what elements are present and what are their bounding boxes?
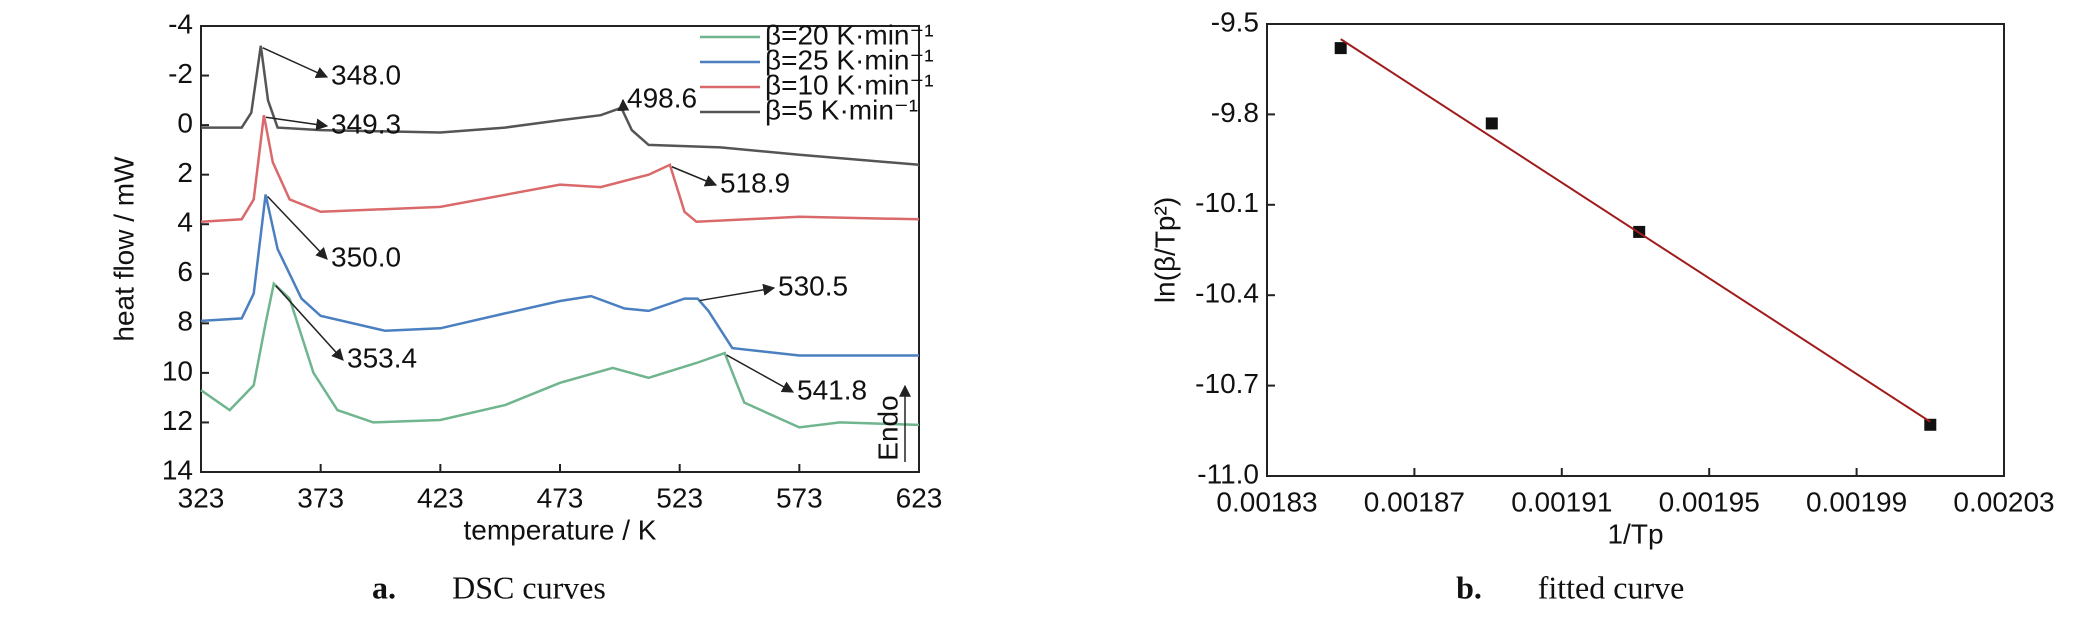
x-tick-label: 573 xyxy=(776,482,823,513)
annotation-arrow xyxy=(267,195,328,260)
data-point xyxy=(1334,42,1347,55)
x-tick-label: 0.00183 xyxy=(1216,486,1317,517)
x-tick-label: 623 xyxy=(896,482,943,513)
y-tick-label: -9.8 xyxy=(1211,97,1259,128)
x-axis-title: 1/Tp xyxy=(1607,518,1663,549)
y-tick-label: -10.4 xyxy=(1195,278,1259,309)
y-axis-title: ln(β/Tp²) xyxy=(1149,197,1180,303)
legend-label: β=10 K·min⁻¹ xyxy=(765,69,934,100)
data-point xyxy=(1485,117,1498,130)
endo-label: Endo xyxy=(872,395,903,460)
y-tick-label: 14 xyxy=(162,454,193,485)
series-line xyxy=(201,45,920,167)
annotation: 518.9 xyxy=(720,167,790,198)
annotation: 541.8 xyxy=(797,374,867,405)
y-axis-title: heat flow / mW xyxy=(108,156,139,342)
caption-letter: b. xyxy=(1456,569,1482,605)
y-tick-label: 2 xyxy=(177,157,193,188)
y-tick-label: -10.1 xyxy=(1195,187,1259,218)
x-tick-label: 373 xyxy=(297,482,344,513)
x-tick-label: 0.00187 xyxy=(1364,486,1465,517)
y-tick-label: 12 xyxy=(162,405,193,436)
y-tick-label: 4 xyxy=(177,207,193,238)
y-tick-label: -2 xyxy=(168,58,193,89)
annotation: 350.0 xyxy=(331,241,401,272)
annotation-arrow xyxy=(275,285,344,361)
legend-label: β=20 K·min⁻¹ xyxy=(765,19,934,50)
y-tick-label: -9.5 xyxy=(1211,6,1259,37)
x-tick-label: 0.00191 xyxy=(1511,486,1612,517)
y-tick-label: 8 xyxy=(177,306,193,337)
x-tick-label: 0.00195 xyxy=(1659,486,1760,517)
x-axis-title: temperature / K xyxy=(464,514,657,545)
series-line xyxy=(200,281,920,429)
annotation: 530.5 xyxy=(778,270,848,301)
annotation-arrow xyxy=(265,116,329,131)
caption-letter: a. xyxy=(372,569,396,605)
x-tick-label: 0.00199 xyxy=(1806,486,1907,517)
caption: fitted curve xyxy=(1538,569,1685,605)
data-point xyxy=(1924,418,1937,431)
annotation-arrow xyxy=(262,47,329,78)
series-line xyxy=(200,114,920,223)
y-tick-label: -11.0 xyxy=(1197,458,1259,489)
legend-label: β=5 K·min⁻¹ xyxy=(765,94,918,125)
annotation: 353.4 xyxy=(347,342,417,373)
caption: DSC curves xyxy=(452,569,606,605)
y-tick-label: 0 xyxy=(177,108,193,139)
y-tick-label: 6 xyxy=(177,256,193,287)
legend-label: β=25 K·min⁻¹ xyxy=(765,44,934,75)
annotation-arrow xyxy=(671,166,718,187)
annotation: 348.0 xyxy=(331,59,401,90)
annotation: 349.3 xyxy=(331,108,401,139)
x-tick-label: 0.00203 xyxy=(1953,486,2054,517)
x-tick-label: 323 xyxy=(178,482,225,513)
annotation-arrow xyxy=(726,354,795,393)
annotation-arrow xyxy=(699,283,776,302)
x-tick-label: 523 xyxy=(656,482,703,513)
plot-frame xyxy=(1266,23,2005,477)
series-line xyxy=(200,194,919,357)
series-line xyxy=(1340,38,1931,423)
y-tick-label: -10.7 xyxy=(1195,368,1259,399)
y-tick-label: 10 xyxy=(162,355,193,386)
x-tick-label: 423 xyxy=(417,482,464,513)
y-tick-label: -4 xyxy=(168,8,193,39)
x-tick-label: 473 xyxy=(537,482,584,513)
annotation: 498.6 xyxy=(627,82,697,113)
